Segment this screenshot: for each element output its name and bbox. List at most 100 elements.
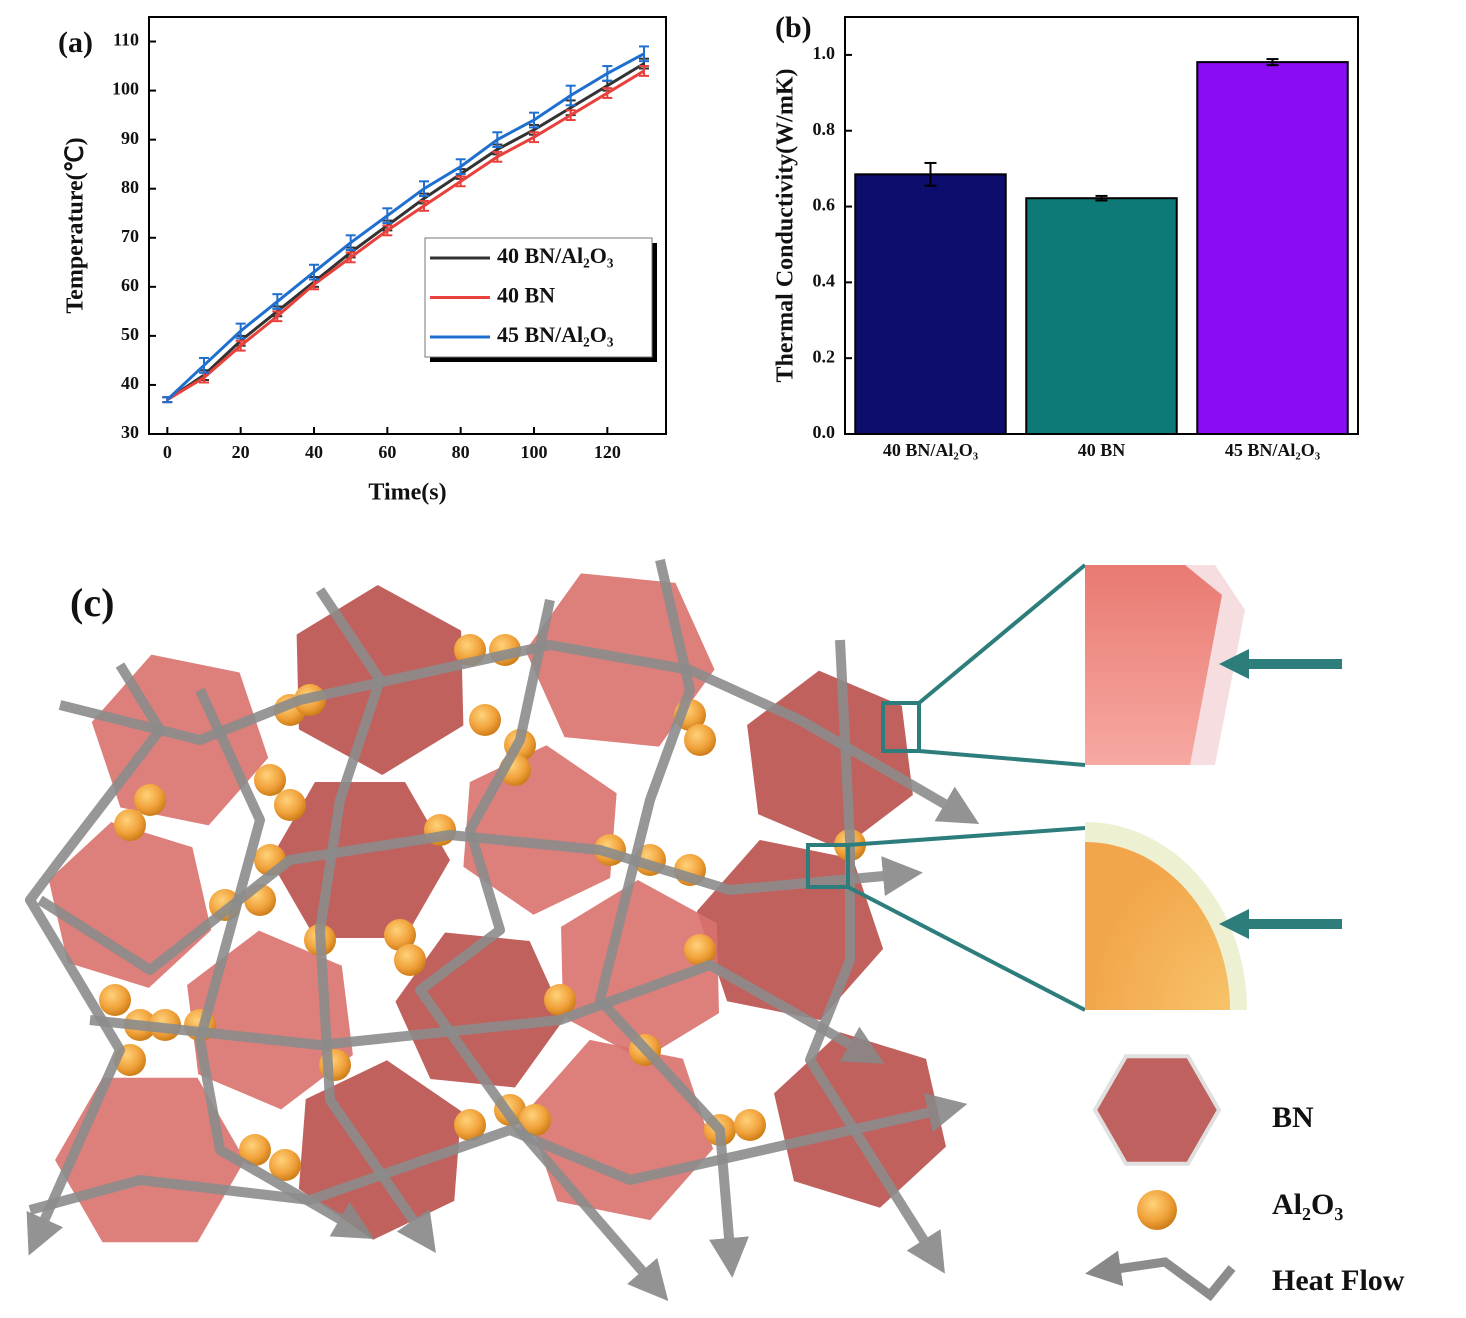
panel-label: (b) bbox=[775, 11, 812, 44]
bar bbox=[1196, 61, 1349, 435]
heat-flow-path bbox=[195, 687, 375, 1239]
x-tick-label: 60 bbox=[378, 442, 396, 462]
y-tick-label: 0.6 bbox=[813, 195, 836, 215]
y-tick-label: 1.0 bbox=[813, 43, 836, 63]
line bbox=[166, 69, 645, 401]
heat-flow-path bbox=[805, 639, 945, 1274]
error-bar bbox=[162, 396, 173, 404]
legend-label: BN bbox=[1272, 1101, 1314, 1134]
al2o3-sphere bbox=[394, 944, 426, 976]
al2o3-sphere bbox=[684, 934, 716, 966]
error-bar bbox=[1095, 194, 1108, 202]
error-bar bbox=[455, 175, 466, 188]
inset-bn bbox=[1085, 565, 1222, 765]
line bbox=[166, 52, 645, 401]
legend-al2o3-icon bbox=[1137, 1190, 1177, 1230]
al2o3-sphere bbox=[99, 984, 131, 1016]
zoom-line bbox=[917, 563, 1087, 767]
error-bar bbox=[419, 180, 429, 198]
bn-platelet bbox=[696, 839, 884, 1021]
error-bar bbox=[199, 356, 209, 374]
inset-al2o3 bbox=[1085, 842, 1230, 1010]
error-bar bbox=[492, 150, 503, 163]
y-tick-label: 30 bbox=[121, 422, 139, 442]
x-tick-label: 120 bbox=[594, 442, 621, 462]
error-bar bbox=[492, 131, 503, 149]
al2o3-sphere bbox=[134, 784, 166, 816]
zoom-line bbox=[847, 826, 1086, 1012]
error-bar bbox=[272, 310, 283, 323]
x-tick-label: 0 bbox=[163, 442, 172, 462]
y-axis-label: Thermal Conductivity(W/mK) bbox=[773, 69, 799, 383]
y-tick-label: 50 bbox=[121, 324, 139, 344]
y-tick-label: 110 bbox=[113, 30, 139, 50]
x-tick-label: 100 bbox=[521, 442, 548, 462]
x-tick-label: 45 BN/Al₂O₃ bbox=[1225, 440, 1321, 460]
bar bbox=[1025, 197, 1178, 435]
al2o3-sphere bbox=[454, 1109, 486, 1141]
y-tick-label: 0.2 bbox=[813, 346, 836, 366]
al2o3-sphere bbox=[734, 1109, 766, 1141]
bn-platelet bbox=[463, 745, 617, 915]
error-bar bbox=[602, 65, 613, 82]
al2o3-sphere bbox=[684, 724, 716, 756]
heat-flow-path bbox=[415, 598, 669, 1302]
legend-label: 45 BN/Al₂O₃ bbox=[497, 322, 614, 347]
x-tick-label: 40 BN bbox=[1078, 440, 1126, 460]
error-bar bbox=[419, 199, 429, 212]
error-bar bbox=[565, 109, 576, 122]
y-tick-label: 0.0 bbox=[813, 422, 836, 442]
heat-flow-path bbox=[315, 587, 436, 1254]
bn-platelet bbox=[48, 822, 212, 988]
bn-platelet bbox=[774, 1032, 946, 1208]
error-bar bbox=[639, 65, 649, 77]
y-tick-label: 40 bbox=[121, 373, 139, 393]
plot-frame bbox=[148, 16, 667, 435]
error-bar bbox=[1266, 58, 1279, 67]
error-bar bbox=[382, 224, 393, 237]
error-bar bbox=[272, 293, 283, 310]
legend-label: 40 BN bbox=[497, 283, 555, 308]
al2o3-sphere bbox=[469, 704, 501, 736]
legend-bn-icon bbox=[1092, 1054, 1222, 1166]
al2o3-sphere bbox=[274, 789, 306, 821]
y-tick-label: 90 bbox=[121, 128, 139, 148]
y-tick-label: 0.8 bbox=[813, 119, 836, 139]
y-tick-label: 60 bbox=[121, 275, 139, 295]
al2o3-sphere bbox=[239, 1134, 271, 1166]
error-bar bbox=[529, 111, 539, 129]
al2o3-sphere bbox=[254, 764, 286, 796]
error-bar bbox=[309, 263, 319, 281]
x-axis-label: Time(s) bbox=[368, 480, 446, 506]
heat-flow-path bbox=[595, 558, 749, 1278]
bn-platelet bbox=[270, 782, 450, 938]
error-bar bbox=[345, 251, 356, 264]
bn-platelet bbox=[187, 930, 353, 1110]
y-tick-label: 80 bbox=[121, 177, 139, 197]
bn-platelet bbox=[526, 1039, 714, 1221]
error-bar bbox=[345, 234, 356, 252]
heat-flow-path bbox=[25, 662, 165, 1256]
zoom-box bbox=[881, 701, 921, 753]
legend-label: 40 BN/Al₂O₃ bbox=[497, 243, 614, 268]
heat-flow-path bbox=[89, 960, 885, 1064]
x-tick-label: 80 bbox=[452, 442, 470, 462]
al2o3-sphere bbox=[519, 1104, 551, 1136]
heat-flow-path bbox=[58, 640, 980, 825]
x-tick-label: 40 BN/Al₂O₃ bbox=[883, 440, 979, 460]
panel-label: (a) bbox=[58, 26, 93, 59]
error-bar bbox=[529, 131, 539, 144]
bn-platelet bbox=[747, 670, 913, 850]
heat-flow-path bbox=[37, 830, 923, 975]
error-bar bbox=[639, 45, 649, 63]
bar bbox=[854, 173, 1007, 435]
zoom-box bbox=[806, 843, 850, 889]
al2o3-sphere bbox=[544, 984, 576, 1016]
line bbox=[166, 62, 645, 401]
error-bar bbox=[924, 161, 937, 187]
heat-flow-path bbox=[28, 1093, 968, 1215]
y-tick-label: 0.4 bbox=[813, 270, 836, 290]
plot-frame bbox=[844, 16, 1359, 435]
error-bar bbox=[382, 207, 393, 225]
